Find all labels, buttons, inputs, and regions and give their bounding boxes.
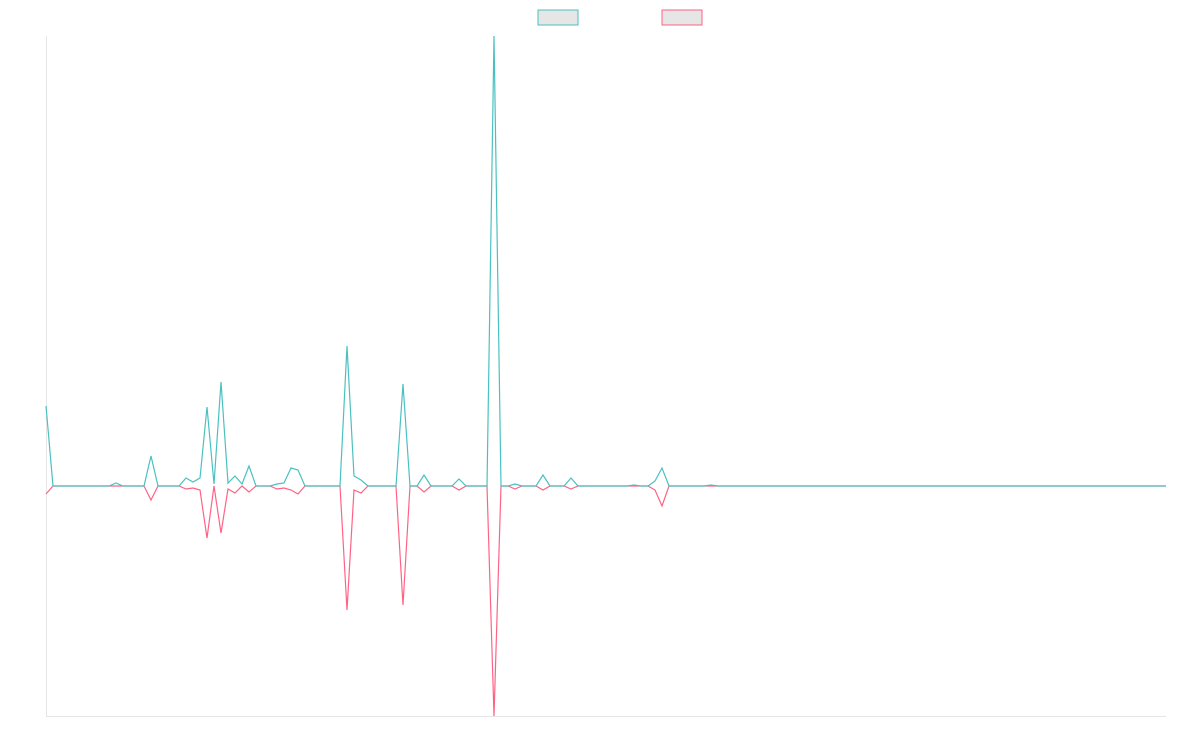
legend-swatch[interactable] <box>661 9 703 26</box>
data-line <box>45 35 1166 487</box>
plot-area <box>45 35 1166 717</box>
legend-swatch[interactable] <box>537 9 579 26</box>
data-line <box>45 485 1166 717</box>
legend <box>537 9 703 26</box>
